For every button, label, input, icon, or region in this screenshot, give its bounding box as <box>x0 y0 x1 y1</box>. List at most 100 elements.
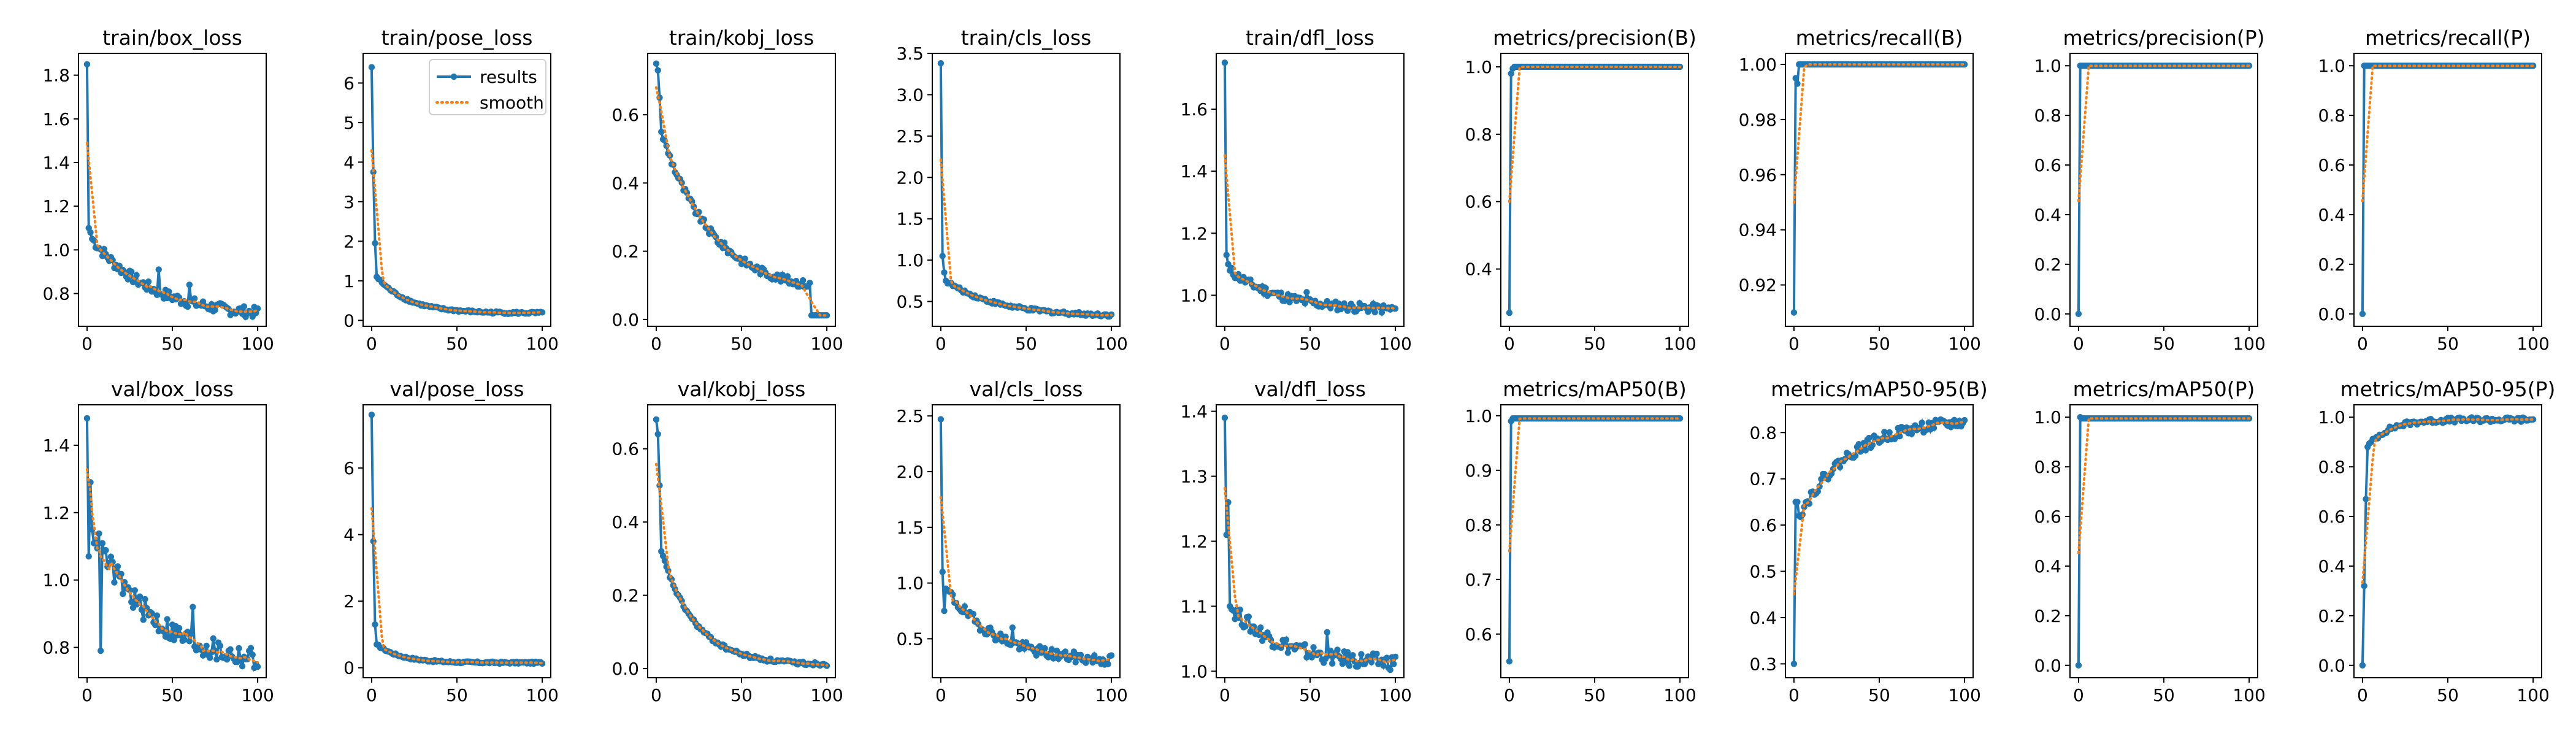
x-tick-label: 0 <box>1504 685 1515 705</box>
results-point <box>1862 447 1869 454</box>
axes-frame <box>1500 53 1689 327</box>
results-point <box>2359 310 2366 317</box>
results-point <box>125 276 131 283</box>
y-tick-label: 0.6 <box>2318 155 2345 175</box>
x-tick-label: 0 <box>2357 685 2368 705</box>
y-tick-label: 0.8 <box>2034 457 2061 477</box>
y-tick-label: 0.4 <box>2318 205 2345 225</box>
y-tick-label: 0.2 <box>2318 255 2345 275</box>
y-tick-label: 1.1 <box>1180 596 1208 616</box>
y-tick-label: 1.4 <box>1180 161 1208 182</box>
y-tick-label: 1.0 <box>1465 57 1492 77</box>
y-tick-label: 0.0 <box>2318 656 2345 676</box>
x-tick-label: 100 <box>1663 685 1696 705</box>
results-point <box>99 540 106 546</box>
results-point <box>1919 420 1925 426</box>
panel-title: val/kobj_loss <box>678 377 806 401</box>
results-point <box>97 647 104 654</box>
results-point <box>136 593 144 600</box>
results-point <box>1794 80 1801 87</box>
y-tick-label: 1.2 <box>1180 532 1208 552</box>
results-line <box>1792 63 1965 313</box>
y-tick-label: 0.6 <box>1465 192 1492 212</box>
x-tick-label: 0 <box>82 334 93 354</box>
panel-metrics-recall-b-: metrics/recall(B) 0 50 100 0.92 0.94 0.96 0.98 1… <box>1739 26 1981 354</box>
results-point <box>1896 433 1903 440</box>
axes-frame <box>2353 53 2542 327</box>
results-point <box>1282 636 1290 643</box>
results-point <box>939 253 946 259</box>
results-point <box>1072 659 1079 665</box>
y-tick-label: 0.6 <box>2034 155 2061 175</box>
results-point <box>1223 251 1230 258</box>
y-tick-label: 3 <box>343 192 355 212</box>
series-group <box>2359 414 2537 669</box>
results-point <box>1284 650 1292 656</box>
results-point <box>1091 652 1098 659</box>
x-tick-label: 0 <box>1504 334 1515 354</box>
panel-train-box-loss: train/box_loss 0 50 100 0.8 1.0 1.2 1.4 1.6 1.8 <box>42 26 274 354</box>
series-group <box>83 61 261 321</box>
x-tick-label: 0 <box>366 334 377 354</box>
series-group <box>83 415 261 672</box>
results-line <box>85 64 259 321</box>
y-tick-label: 2.5 <box>896 126 924 147</box>
y-tick-label: 0.98 <box>1739 110 1777 130</box>
results-point <box>128 268 135 275</box>
results-point <box>1790 661 1798 667</box>
results-point <box>654 431 661 437</box>
panel-title: train/pose_loss <box>381 26 533 50</box>
panel-title: metrics/mAP50(P) <box>2073 377 2255 401</box>
results-point <box>210 635 217 642</box>
panel-val-pose-loss: val/pose_loss 0 50 100 0 2 4 6 <box>343 377 559 705</box>
smooth-line <box>939 158 1113 317</box>
y-tick-label: 1.0 <box>2318 407 2345 427</box>
y-tick-label: 1.0 <box>2034 56 2061 76</box>
results-point <box>239 662 246 670</box>
results-point <box>1378 309 1386 316</box>
y-tick-label: 1.0 <box>896 250 924 270</box>
y-tick-label: 0 <box>343 310 355 331</box>
x-tick-label: 50 <box>730 685 753 705</box>
y-tick-label: 0.6 <box>1465 624 1492 645</box>
axes-frame <box>647 404 836 678</box>
results-point <box>171 637 177 643</box>
x-tick-label: 100 <box>1095 334 1127 354</box>
x-tick-label: 50 <box>161 685 183 705</box>
x-tick-label: 50 <box>1584 334 1606 354</box>
y-tick-label: 0.96 <box>1739 165 1777 185</box>
x-tick-label: 100 <box>1663 334 1696 354</box>
y-tick-label: 1.4 <box>42 153 70 173</box>
results-point <box>175 624 183 632</box>
results-point <box>1228 264 1235 272</box>
y-tick-label: 1.0 <box>1180 661 1208 681</box>
x-tick-label: 50 <box>1868 685 1890 705</box>
y-tick-label: 1.00 <box>1739 55 1777 75</box>
results-point <box>1221 59 1229 66</box>
smooth-line <box>1223 486 1397 664</box>
results-point <box>1062 648 1069 655</box>
y-tick-label: 1.4 <box>1180 402 1208 422</box>
x-tick-label: 50 <box>2437 685 2459 705</box>
results-point <box>1221 414 1229 421</box>
y-tick-label: 1.0 <box>42 240 70 260</box>
axes-frame <box>1785 53 1974 327</box>
x-tick-label: 100 <box>2517 685 2549 705</box>
results-line <box>2361 415 2534 665</box>
results-point <box>186 638 193 645</box>
x-tick-label: 50 <box>1584 685 1606 705</box>
panel-title: metrics/recall(B) <box>1796 26 1963 50</box>
panel-val-kobj-loss: val/kobj_loss 0 50 100 0.0 0.2 0.4 0.6 <box>611 377 843 705</box>
y-tick-label: 0.8 <box>1749 423 1777 443</box>
panel-val-dfl-loss: val/dfl_loss 0 50 100 1.0 1.1 1.2 1.3 1.4 <box>1180 377 1411 705</box>
results-point <box>1310 644 1317 651</box>
results-point <box>1235 615 1242 621</box>
legend-smooth-label: smooth <box>480 93 544 113</box>
smooth-line <box>2077 64 2251 202</box>
y-tick-label: 1.4 <box>42 435 70 456</box>
results-point <box>1242 623 1249 630</box>
y-tick-label: 6 <box>343 458 355 478</box>
y-tick-label: 0.6 <box>611 439 639 459</box>
results-point <box>1508 70 1514 77</box>
